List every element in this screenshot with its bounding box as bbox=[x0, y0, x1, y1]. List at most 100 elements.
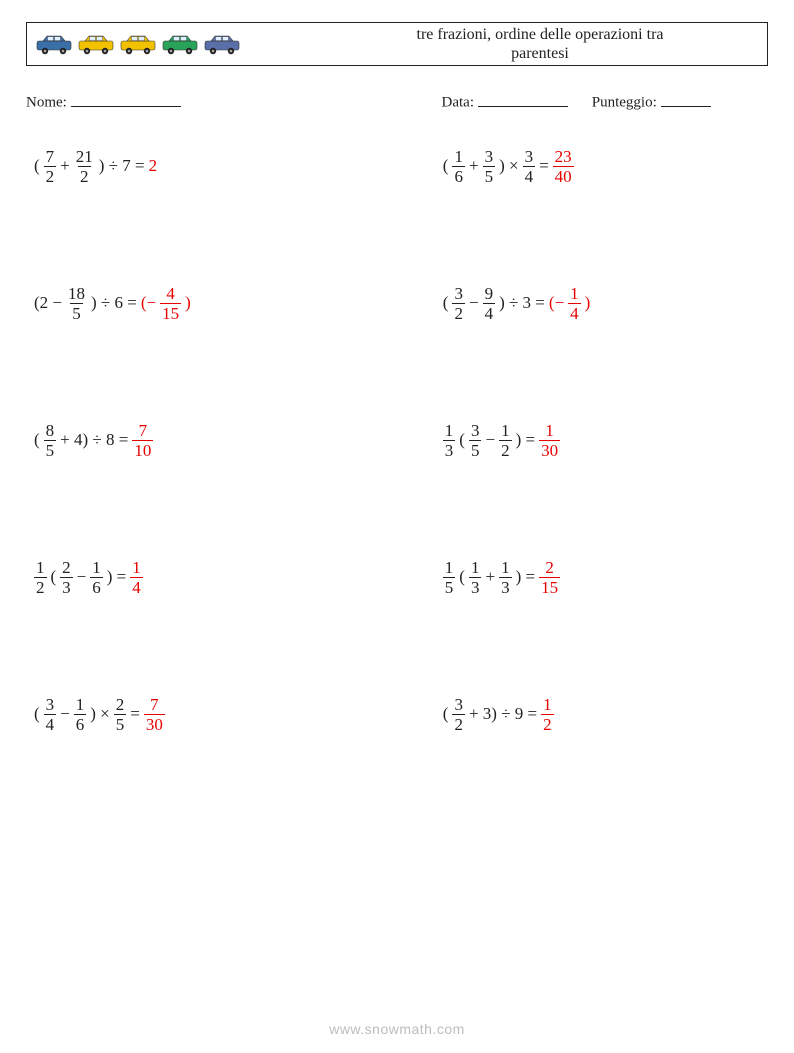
denominator: 2 bbox=[78, 166, 91, 185]
numerator: 1 bbox=[568, 285, 581, 303]
fraction: 130 bbox=[537, 422, 562, 459]
fraction: 25 bbox=[112, 696, 129, 733]
fraction: 13 bbox=[441, 422, 458, 459]
denominator: 4 bbox=[483, 303, 496, 322]
fraction: 215 bbox=[537, 559, 562, 596]
fraction: 14 bbox=[566, 285, 583, 322]
text-token: ( bbox=[49, 567, 59, 587]
score-blank[interactable] bbox=[661, 90, 711, 107]
numerator: 7 bbox=[137, 422, 150, 440]
expression: (16 + 35) × 34 = bbox=[441, 148, 551, 185]
problem-cell: (32 − 94) ÷ 3 = (−14) bbox=[441, 285, 762, 322]
text-token: ) × bbox=[497, 156, 521, 176]
denominator: 40 bbox=[553, 166, 574, 185]
expression: (32 + 3) ÷ 9 = bbox=[441, 696, 539, 733]
fraction: 32 bbox=[450, 696, 467, 733]
text-token: ) ÷ 6 = bbox=[89, 293, 139, 313]
car-icon bbox=[77, 33, 115, 55]
expression: (32 − 94) ÷ 3 = bbox=[441, 285, 547, 322]
numerator: 1 bbox=[443, 559, 456, 577]
problem-row: (34 − 16) × 25 = 730(32 + 3) ÷ 9 = 12 bbox=[32, 696, 762, 733]
answer: (−415 ) bbox=[139, 285, 193, 322]
fraction: 35 bbox=[467, 422, 484, 459]
fraction: 35 bbox=[481, 148, 498, 185]
numerator: 2 bbox=[114, 696, 127, 714]
denominator: 4 bbox=[568, 303, 581, 322]
denominator: 2 bbox=[452, 714, 465, 733]
denominator: 6 bbox=[90, 577, 103, 596]
answer: 710 bbox=[130, 422, 155, 459]
fraction: 16 bbox=[88, 559, 105, 596]
numerator: 3 bbox=[469, 422, 482, 440]
problem-row: 12(23 − 16) = 1415(13 + 13) = 215 bbox=[32, 559, 762, 596]
fraction: 32 bbox=[450, 285, 467, 322]
numerator: 1 bbox=[541, 696, 554, 714]
text-token: + bbox=[467, 156, 481, 176]
text-token: ( bbox=[441, 293, 451, 313]
denominator: 5 bbox=[483, 166, 496, 185]
numerator: 9 bbox=[483, 285, 496, 303]
car-icons bbox=[35, 33, 241, 55]
footer-watermark: www.snowmath.com bbox=[0, 1021, 794, 1037]
title-line1: tre frazioni, ordine delle operazioni tr… bbox=[321, 25, 759, 44]
fraction: 85 bbox=[42, 422, 59, 459]
problems-grid: (72 + 212) ÷ 7 = 2(16 + 35) × 34 = 2340(… bbox=[26, 148, 768, 733]
fraction: 710 bbox=[130, 422, 155, 459]
numerator: 1 bbox=[543, 422, 556, 440]
expression: (2 − 185) ÷ 6 = bbox=[32, 285, 139, 322]
problem-cell: (72 + 212) ÷ 7 = 2 bbox=[32, 148, 441, 185]
date-blank[interactable] bbox=[478, 90, 568, 107]
fraction: 13 bbox=[467, 559, 484, 596]
numerator: 1 bbox=[499, 559, 512, 577]
name-label: Nome: bbox=[26, 95, 67, 111]
problem-cell: 15(13 + 13) = 215 bbox=[441, 559, 762, 596]
fraction: 16 bbox=[72, 696, 89, 733]
problem-cell: 12(23 − 16) = 14 bbox=[32, 559, 441, 596]
text-token: ( bbox=[441, 704, 451, 724]
denominator: 4 bbox=[130, 577, 143, 596]
denominator: 15 bbox=[539, 577, 560, 596]
fraction: 34 bbox=[42, 696, 59, 733]
denominator: 5 bbox=[114, 714, 127, 733]
text-token: (− bbox=[139, 293, 158, 313]
fraction: 23 bbox=[58, 559, 75, 596]
meta-row: Nome: Data: Punteggio: bbox=[26, 90, 768, 112]
numerator: 3 bbox=[452, 285, 465, 303]
fraction: 12 bbox=[32, 559, 49, 596]
text-token: + 4) ÷ 8 = bbox=[58, 430, 130, 450]
expression: 12(23 − 16) = bbox=[32, 559, 128, 596]
expression: 15(13 + 13) = bbox=[441, 559, 537, 596]
name-blank[interactable] bbox=[71, 90, 181, 107]
expression: (85 + 4) ÷ 8 = bbox=[32, 422, 130, 459]
problem-cell: (85 + 4) ÷ 8 = 710 bbox=[32, 422, 441, 459]
text-token: ) = bbox=[514, 567, 538, 587]
answer: 14 bbox=[128, 559, 145, 596]
denominator: 3 bbox=[469, 577, 482, 596]
denominator: 3 bbox=[60, 577, 73, 596]
fraction: 34 bbox=[521, 148, 538, 185]
numerator: 1 bbox=[130, 559, 143, 577]
denominator: 3 bbox=[443, 440, 456, 459]
header-box: tre frazioni, ordine delle operazioni tr… bbox=[26, 22, 768, 66]
text-token: + bbox=[58, 156, 72, 176]
fraction: 12 bbox=[539, 696, 556, 733]
text-token: ( bbox=[441, 156, 451, 176]
car-icon bbox=[161, 33, 199, 55]
text-token: ) bbox=[183, 293, 193, 313]
fraction: 2340 bbox=[551, 148, 576, 185]
fraction: 72 bbox=[42, 148, 59, 185]
answer: 130 bbox=[537, 422, 562, 459]
answer: (−14) bbox=[547, 285, 592, 322]
fraction: 13 bbox=[497, 559, 514, 596]
numerator: 21 bbox=[74, 148, 95, 166]
car-icon bbox=[35, 33, 73, 55]
numerator: 1 bbox=[452, 148, 465, 166]
fraction: 415 bbox=[158, 285, 183, 322]
answer: 2 bbox=[147, 156, 160, 176]
answer: 215 bbox=[537, 559, 562, 596]
expression: (72 + 212) ÷ 7 = bbox=[32, 148, 147, 185]
numerator: 8 bbox=[44, 422, 57, 440]
text-token: ) bbox=[583, 293, 593, 313]
numerator: 1 bbox=[499, 422, 512, 440]
text-token: ) ÷ 3 = bbox=[497, 293, 547, 313]
